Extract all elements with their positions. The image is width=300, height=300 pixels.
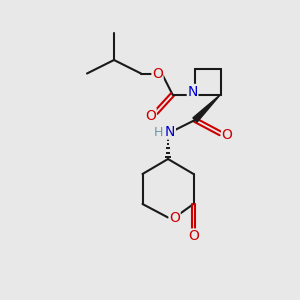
Text: O: O (188, 229, 199, 243)
Text: O: O (152, 67, 163, 80)
Text: O: O (145, 109, 156, 122)
Polygon shape (193, 94, 220, 122)
Text: N: N (188, 85, 198, 98)
Text: H: H (154, 125, 163, 139)
Text: O: O (169, 212, 180, 225)
Text: N: N (165, 125, 175, 139)
Text: O: O (222, 128, 232, 142)
